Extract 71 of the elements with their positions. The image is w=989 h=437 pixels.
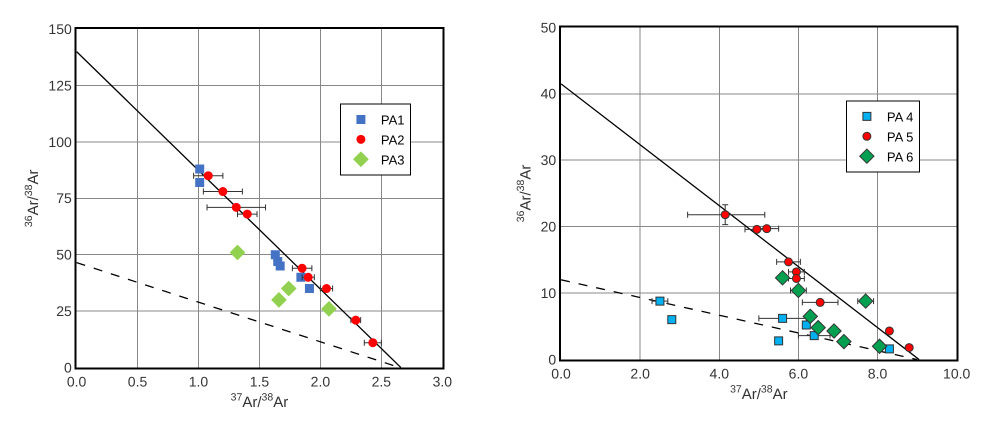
x-axis-title: $^{37}$Ar/$^{38}$Ar [230, 392, 288, 411]
x-axis-title: $^{37}$Ar/$^{38}$Ar [730, 384, 788, 403]
x-tick-label: 1.0 [188, 373, 208, 390]
point [792, 274, 801, 283]
point [762, 224, 772, 234]
y-tick-label: 30 [540, 152, 556, 168]
point [368, 338, 378, 348]
y-tick-label: 0 [64, 359, 72, 376]
x-tick-label: 0.0 [66, 373, 87, 390]
point [752, 224, 762, 234]
point [230, 244, 246, 260]
point [720, 210, 730, 220]
point [810, 320, 826, 336]
x-tick-label: 6.0 [788, 365, 808, 382]
legend-label: PA 6 [886, 149, 914, 164]
legend-label: PA2 [380, 132, 405, 148]
y-tick-label: 125 [48, 77, 72, 94]
x-tick-label: 3.0 [432, 373, 452, 390]
x-tick-label: 2.0 [310, 373, 330, 390]
y-tick-label: 100 [48, 134, 72, 150]
point [298, 264, 307, 273]
x-tick-label: 0.5 [128, 373, 148, 390]
legend-label: PA 5 [886, 129, 914, 144]
y-tick-label: 40 [540, 86, 556, 102]
point [816, 298, 825, 307]
point [655, 296, 664, 306]
legend-label: PA1 [380, 112, 405, 128]
point [195, 178, 204, 187]
point [884, 326, 894, 336]
legend-label: PA3 [380, 152, 405, 168]
y-tick-label: 20 [540, 218, 556, 235]
point [271, 292, 287, 308]
x-tick-label: 1.5 [250, 373, 270, 390]
y-tick-label: 150 [48, 20, 72, 37]
point [858, 293, 874, 309]
point [778, 314, 788, 323]
y-tick-label: 10 [540, 285, 556, 302]
point [904, 343, 914, 352]
x-tick-label: 0.0 [551, 365, 571, 382]
point [802, 308, 818, 324]
point [304, 284, 314, 294]
point [784, 257, 794, 266]
x-tick-label: 8.0 [868, 365, 888, 382]
point [872, 338, 888, 354]
point [232, 202, 241, 212]
point [321, 301, 337, 317]
x-tick-label: 2.0 [630, 365, 650, 382]
point [774, 336, 784, 346]
point [242, 210, 252, 219]
point [826, 323, 842, 339]
point [836, 334, 852, 350]
point [281, 280, 296, 296]
point [667, 315, 676, 324]
point [322, 284, 332, 294]
point [218, 187, 228, 196]
x-tick-label: 10.0 [943, 365, 970, 382]
x-tick-label: 2.5 [372, 373, 392, 390]
point [774, 270, 790, 286]
point [276, 261, 285, 270]
y-tick-label: 50 [56, 246, 72, 263]
y-tick-label: 50 [540, 19, 556, 36]
y-tick-label: 75 [56, 190, 72, 206]
point [802, 320, 811, 330]
y-tick-label: 25 [56, 303, 72, 320]
legend-label: PA 4 [886, 109, 914, 124]
point [884, 344, 894, 354]
point [204, 171, 213, 180]
point [790, 282, 806, 298]
x-tick-label: 4.0 [710, 365, 730, 382]
point [195, 164, 204, 174]
y-tick-label: 0 [548, 351, 556, 368]
